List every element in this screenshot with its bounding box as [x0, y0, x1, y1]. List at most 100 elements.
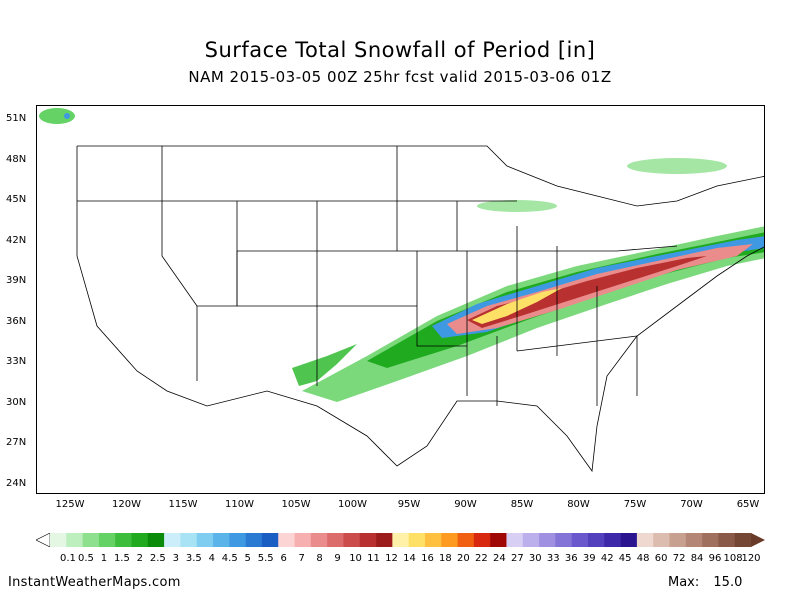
colorbar-swatch — [82, 533, 100, 547]
colorbar-swatch — [522, 533, 540, 547]
colorbar-tick-label: 2 — [136, 553, 144, 564]
colorbar-swatch — [734, 533, 752, 547]
colorbar-swatch — [278, 533, 295, 547]
colorbar-swatch — [213, 533, 230, 547]
map-title: Surface Total Snowfall of Period [in] — [204, 38, 596, 62]
max-value: 15.0 — [713, 575, 743, 590]
colorbar-tick-label: 24 — [492, 553, 506, 564]
max-value-readout: Max: 15.0 — [668, 575, 742, 590]
colorbar-swatch — [506, 533, 524, 547]
lon-label: 90W — [454, 499, 477, 510]
lon-label: 105W — [281, 499, 311, 510]
colorbar-tick-label: 11 — [367, 553, 380, 564]
lon-label: 120W — [112, 499, 141, 510]
colorbar-max-arrow — [751, 533, 765, 547]
colorbar-swatch — [261, 533, 279, 547]
colorbar-tick-label: 1 — [100, 553, 108, 564]
colorbar-swatch — [66, 533, 83, 547]
lon-label: 75W — [623, 499, 647, 510]
colorbar-swatch — [457, 533, 475, 547]
map-canvas — [39, 108, 764, 473]
lon-label: 80W — [567, 499, 590, 510]
colorbar-tick-label: 3.5 — [185, 553, 202, 564]
colorbar-tick-label: 10 — [349, 553, 362, 564]
colorbar-swatch — [620, 533, 638, 547]
colorbar-swatch — [473, 533, 491, 547]
lat-label: 33N — [6, 356, 27, 367]
lon-label: 110W — [225, 499, 254, 510]
colorbar-tick-label: 1.5 — [113, 553, 130, 564]
map-subtitle: NAM 2015-03-05 00Z 25hr fcst valid 2015-… — [188, 68, 612, 86]
colorbar-tick-label: 60 — [654, 553, 668, 564]
lat-label: 36N — [6, 315, 27, 327]
colorbar-tick-label: 4.5 — [221, 553, 238, 564]
colorbar-tick-label: 27 — [510, 553, 524, 564]
colorbar-tick-label: 2.5 — [149, 553, 166, 564]
colorbar-swatch — [441, 533, 458, 547]
colorbar-tick-label: 8 — [316, 553, 323, 564]
colorbar-tick-label: 12 — [385, 553, 398, 564]
lat-label: 27N — [6, 437, 27, 448]
colorbar-tick-label: 5 — [244, 553, 251, 564]
colorbar-tick-label: 20 — [457, 553, 470, 564]
colorbar-tick-label: 72 — [672, 553, 686, 564]
lat-label: 39N — [6, 275, 27, 286]
site-credit: InstantWeatherMaps.com — [8, 575, 181, 590]
colorbar-swatch — [636, 533, 654, 547]
colorbar-swatch — [196, 533, 214, 547]
lat-label: 24N — [6, 477, 27, 489]
colorbar-swatch — [555, 533, 572, 547]
lat-label: 42N — [6, 234, 27, 246]
colorbar-swatch — [376, 533, 393, 547]
colorbar-swatch — [359, 533, 377, 547]
colorbar-tick-label: 45 — [618, 553, 632, 564]
colorbar-swatch — [539, 533, 556, 547]
lon-label: 65W — [736, 499, 760, 510]
colorbar-tick-label: 96 — [708, 553, 722, 564]
snow-band-red — [467, 256, 707, 328]
colorbar-tick-label: 30 — [528, 553, 542, 564]
colorbar-tick-label: 9 — [334, 553, 341, 564]
colorbar-swatch — [702, 533, 719, 547]
colorbar-swatch — [343, 533, 361, 547]
lat-label: 30N — [6, 396, 27, 408]
colorbar-tick-label: 3 — [172, 553, 179, 564]
snowfall-shading — [39, 108, 764, 402]
lat-label: 45N — [6, 194, 27, 205]
colorbar-tick-label: 22 — [475, 553, 488, 564]
colorbar-swatch — [50, 533, 67, 547]
colorbar-tick-label: 39 — [582, 553, 596, 564]
colorbar-tick-label: 33 — [546, 553, 560, 564]
colorbar-tick-label: 48 — [636, 553, 650, 564]
colorbar-tick-label: 108 — [723, 553, 743, 564]
snow-patch-nw-core — [64, 113, 70, 119]
colorbar-tick-label: 42 — [600, 553, 614, 564]
colorbar-tick-label: 36 — [564, 553, 578, 564]
colorbar-tick-label: 5.5 — [257, 553, 274, 564]
colorbar-swatch — [98, 533, 116, 547]
lon-label: 115W — [168, 499, 198, 510]
colorbar-tick-label: 4 — [208, 553, 215, 564]
colorbar-swatch — [653, 533, 670, 547]
colorbar-swatch — [604, 533, 621, 547]
lon-label: 70W — [680, 499, 703, 510]
colorbar-tick-label: 0.1 — [60, 553, 76, 564]
colorbar-tick-label: 14 — [403, 553, 416, 564]
colorbar-swatch — [229, 533, 246, 547]
lat-label: 48N — [6, 153, 27, 165]
colorbar-swatch — [571, 533, 589, 547]
colorbar-swatch — [490, 533, 507, 547]
snow-patch-greatlakes — [477, 200, 557, 212]
colorbar-tick-label: 84 — [690, 553, 704, 564]
colorbar-swatch — [424, 533, 442, 547]
colorbar-swatch — [147, 533, 165, 547]
colorbar-swatch — [115, 533, 132, 547]
colorbar-swatch — [408, 533, 426, 547]
colorbar-tick-label: 16 — [421, 553, 434, 564]
colorbar-swatch — [392, 533, 409, 547]
snow-patch-northeast — [627, 158, 727, 174]
snowfall-map[interactable] — [36, 105, 765, 494]
colorbar-swatch — [294, 533, 312, 547]
colorbar-swatch — [164, 533, 181, 547]
snow-patch-nw — [39, 108, 75, 124]
